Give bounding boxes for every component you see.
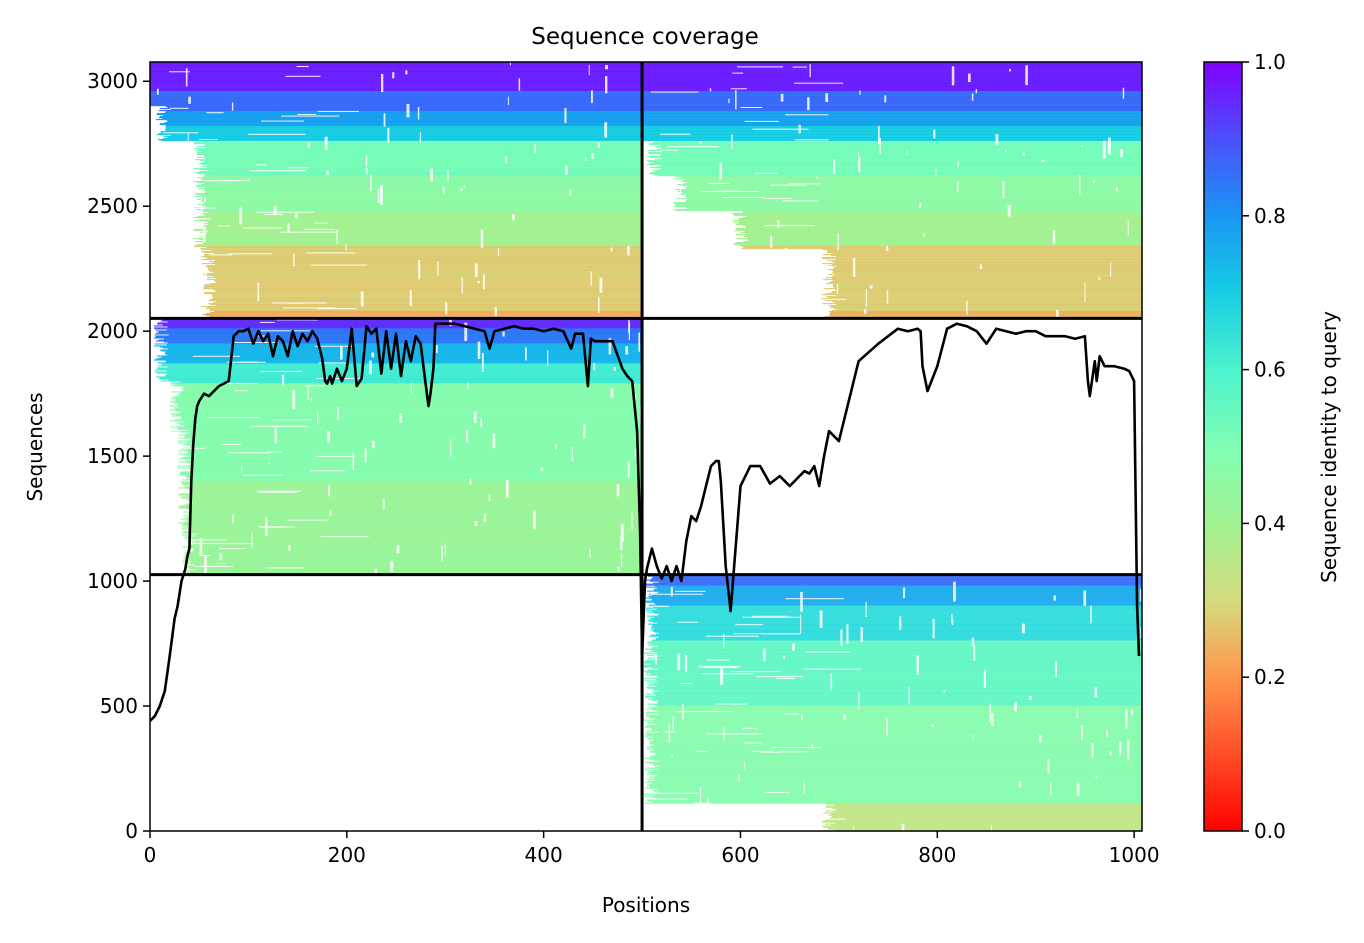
heatmap-gaps-bottom-right bbox=[643, 581, 1143, 850]
y-axis-label: Sequences bbox=[23, 392, 47, 501]
y-tick-label: 500 bbox=[100, 694, 138, 718]
coverage-heatmap bbox=[150, 62, 1143, 850]
y-tick-label: 0 bbox=[125, 819, 138, 843]
heatmap-block-top-right bbox=[642, 62, 1142, 330]
coverage-line-1 bbox=[149, 322, 1141, 722]
colorbar-tick-label: 1.0 bbox=[1254, 50, 1286, 74]
colorbar-tick-label: 0.0 bbox=[1254, 819, 1286, 843]
colorbar-tick-label: 0.8 bbox=[1254, 204, 1286, 228]
colorbar-tick-label: 0.4 bbox=[1254, 511, 1286, 535]
colorbar-label: Sequence identity to query bbox=[1317, 311, 1341, 583]
y-tick-label: 2000 bbox=[87, 319, 138, 343]
colorbar-tick-label: 0.2 bbox=[1254, 665, 1286, 689]
y-tick-label: 3000 bbox=[87, 69, 138, 93]
x-tick-label: 200 bbox=[328, 843, 366, 867]
x-axis-label: Positions bbox=[602, 893, 690, 917]
colorbar-tick-label: 0.6 bbox=[1254, 358, 1286, 382]
chart-title: Sequence coverage bbox=[531, 24, 759, 50]
y-tick-label: 2500 bbox=[87, 194, 138, 218]
heatmap-gaps-middle-left bbox=[153, 319, 643, 576]
y-tick-label: 1000 bbox=[87, 569, 138, 593]
coverage-line-layer bbox=[149, 322, 1141, 722]
heatmap-block-middle-left bbox=[150, 318, 643, 576]
plot-frame bbox=[149, 61, 1143, 832]
x-tick-label: 600 bbox=[721, 843, 759, 867]
heatmap-gaps-top-left bbox=[153, 62, 630, 326]
x-tick-label: 1000 bbox=[1109, 843, 1160, 867]
heatmap-block-bottom-right bbox=[642, 574, 1143, 850]
x-tick-label: 0 bbox=[144, 843, 157, 867]
heatmap-block-top-left bbox=[150, 62, 643, 326]
y-tick-label: 1500 bbox=[87, 444, 138, 468]
colorbar: 0.0 0.2 0.4 0.6 0.8 1.0 bbox=[1203, 50, 1286, 843]
x-tick-label: 400 bbox=[525, 843, 563, 867]
colorbar-gradient bbox=[1203, 61, 1243, 832]
x-tick-label: 800 bbox=[918, 843, 956, 867]
axes: 0 200 400 600 800 1000 0 500 1000 1500 2000 2500 300… bbox=[87, 61, 1160, 867]
